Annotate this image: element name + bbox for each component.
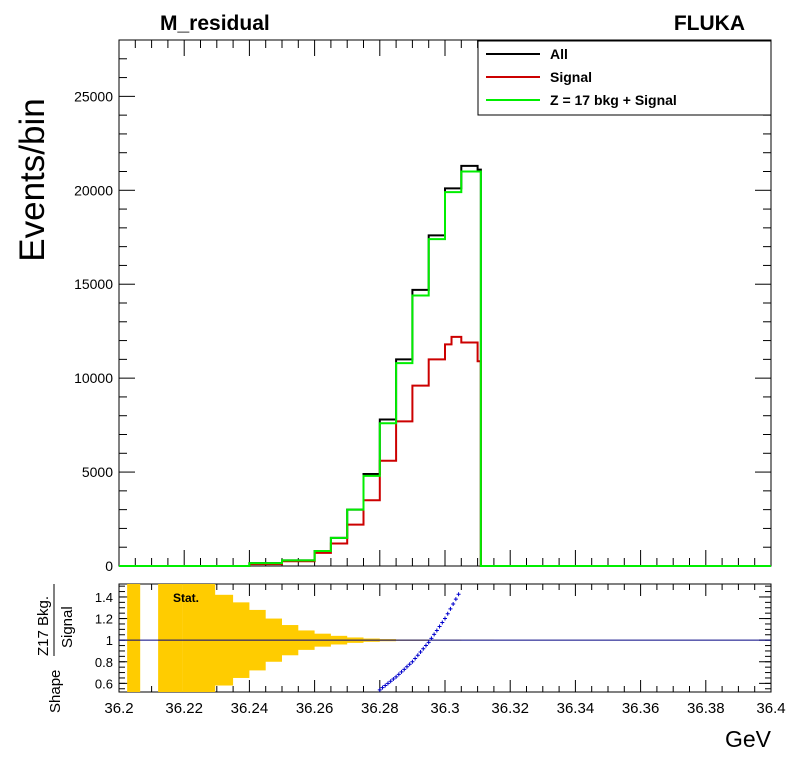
- legend: All Signal Z = 17 bkg + Signal: [477, 40, 772, 116]
- ratio-point: [440, 620, 445, 625]
- x-tick-label: 36.36: [622, 700, 660, 717]
- ratio-point: [388, 679, 393, 684]
- y-tick-label: 25000: [74, 88, 113, 104]
- ratio-point: [432, 632, 437, 637]
- ratio-y-tick-label: 1.2: [95, 612, 113, 627]
- ratio-point: [399, 669, 404, 674]
- series-line-2: [119, 170, 771, 567]
- y-tick-label: 10000: [74, 370, 113, 386]
- x-tick-label: 36.26: [296, 700, 334, 717]
- ratio-y-axis-label: Shape Z17 Bkg. Signal: [35, 584, 76, 713]
- stat-band-bar: [202, 584, 216, 692]
- ratio-label-num: Z17 Bkg.: [35, 596, 52, 656]
- ratio-point: [377, 687, 382, 692]
- ratio-point: [404, 664, 409, 669]
- stat-legend-swatch: [161, 592, 170, 604]
- ratio-point: [418, 650, 423, 655]
- ratio-point: [385, 681, 390, 686]
- x-tick-label: 36.38: [687, 700, 725, 717]
- ratio-point: [380, 685, 385, 690]
- y-tick-label: 0: [105, 558, 113, 574]
- y-axis-label: Events/bin: [13, 98, 52, 261]
- ratio-point: [451, 601, 456, 606]
- ratio-y-tick-label: 1: [106, 633, 113, 648]
- x-tick-label: 36.2: [104, 700, 133, 717]
- ratio-point: [407, 662, 412, 667]
- ratio-y-tick-label: 0.8: [95, 655, 113, 670]
- ratio-point: [413, 656, 418, 661]
- y-tick-label: 5000: [82, 464, 113, 480]
- y-tick-label: 15000: [74, 276, 113, 292]
- ratio-point: [421, 646, 426, 651]
- ratio-y-tick-label: 1.4: [95, 590, 113, 605]
- ratio-point: [391, 677, 396, 682]
- ratio-point: [448, 606, 453, 611]
- ratio-point: [396, 672, 401, 677]
- legend-label-1: Signal: [550, 69, 592, 85]
- ratio-label-shape: Shape: [47, 670, 64, 713]
- stat-band-bar: [158, 584, 172, 692]
- legend-label-2: Z = 17 bkg + Signal: [550, 92, 677, 108]
- stat-band-bar: [127, 584, 141, 692]
- ratio-point: [402, 667, 407, 672]
- x-tick-label: 36.34: [557, 700, 595, 717]
- ratio-point: [429, 636, 434, 641]
- x-axis-label: GeV: [725, 726, 772, 752]
- chart-title-right: FLUKA: [674, 12, 745, 35]
- series-line-1: [119, 335, 771, 567]
- ratio-point: [445, 611, 450, 616]
- ratio-point: [415, 653, 420, 658]
- x-tick-label: 36.3: [430, 700, 459, 717]
- ratio-point: [394, 674, 399, 679]
- ratio-point: [426, 640, 431, 645]
- stat-band-bar: [169, 584, 183, 692]
- ratio-point: [456, 592, 461, 597]
- ratio-point: [437, 624, 442, 629]
- main-plot-frame: 0 5000 10000 15000 20000 25000: [74, 39, 772, 574]
- x-tick-label: 36.24: [231, 700, 269, 717]
- ratio-point: [443, 616, 447, 621]
- x-tick-label: 36.28: [361, 700, 399, 717]
- y-tick-label: 20000: [74, 182, 113, 198]
- main-frame-box: [118, 39, 772, 567]
- ratio-point: [383, 683, 388, 688]
- ratio-point: [410, 659, 415, 664]
- x-tick-label: 36.22: [165, 700, 203, 717]
- x-tick-label: 36.32: [491, 700, 529, 717]
- chart-title: M_residual: [160, 12, 270, 35]
- ratio-y-tick-label: 0.6: [95, 676, 113, 691]
- ratio-point: [453, 597, 458, 602]
- x-tick-label: 36.4: [756, 700, 785, 717]
- ratio-label-den: Signal: [59, 606, 76, 648]
- ratio-point: [434, 628, 439, 633]
- stat-legend-label: Stat.: [173, 591, 199, 605]
- ratio-point: [423, 643, 428, 648]
- legend-label-0: All: [550, 46, 568, 62]
